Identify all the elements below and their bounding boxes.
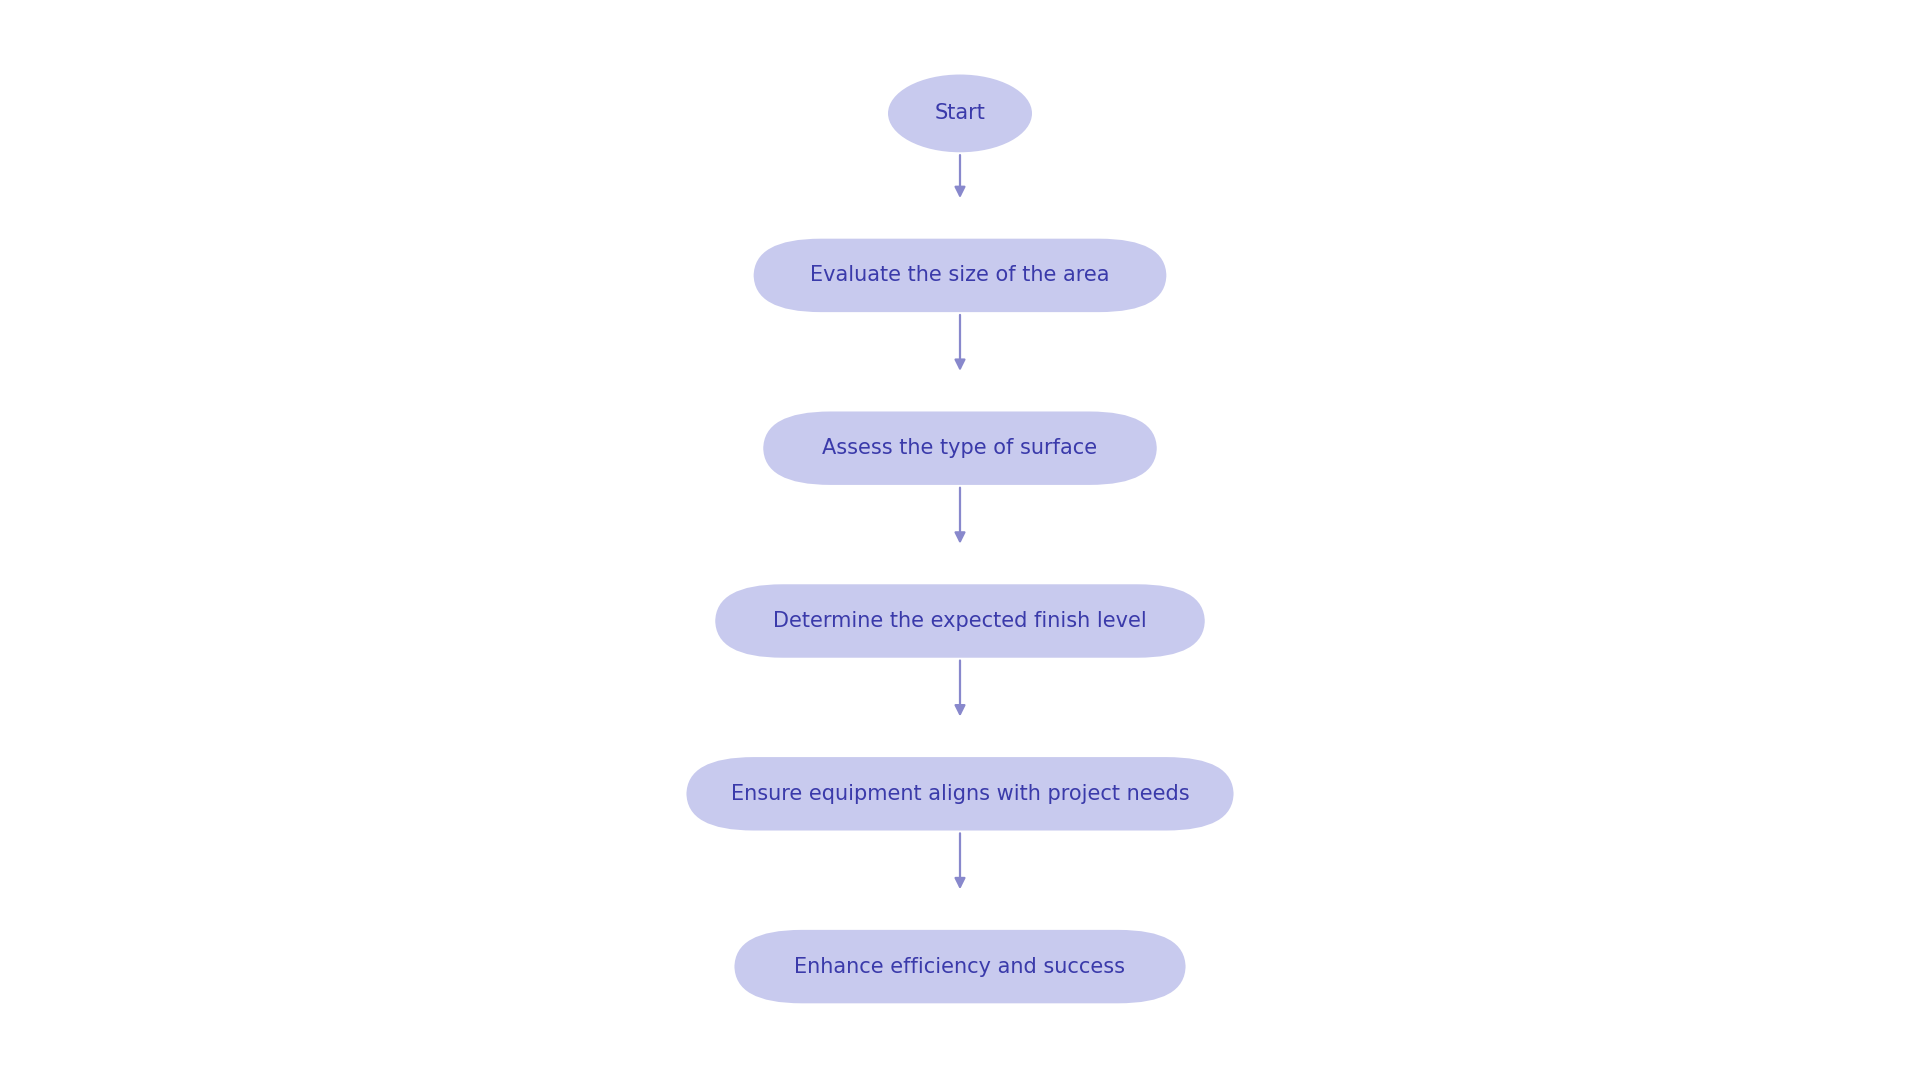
Text: Start: Start — [935, 104, 985, 123]
FancyBboxPatch shape — [753, 239, 1165, 312]
FancyBboxPatch shape — [733, 930, 1185, 1003]
FancyBboxPatch shape — [714, 584, 1206, 658]
Ellipse shape — [887, 75, 1033, 152]
Text: Evaluate the size of the area: Evaluate the size of the area — [810, 266, 1110, 285]
Text: Enhance efficiency and success: Enhance efficiency and success — [795, 957, 1125, 976]
Text: Determine the expected finish level: Determine the expected finish level — [774, 611, 1146, 631]
Text: Assess the type of surface: Assess the type of surface — [822, 438, 1098, 458]
FancyBboxPatch shape — [762, 411, 1156, 485]
FancyBboxPatch shape — [687, 757, 1235, 831]
Text: Ensure equipment aligns with project needs: Ensure equipment aligns with project nee… — [732, 784, 1188, 804]
